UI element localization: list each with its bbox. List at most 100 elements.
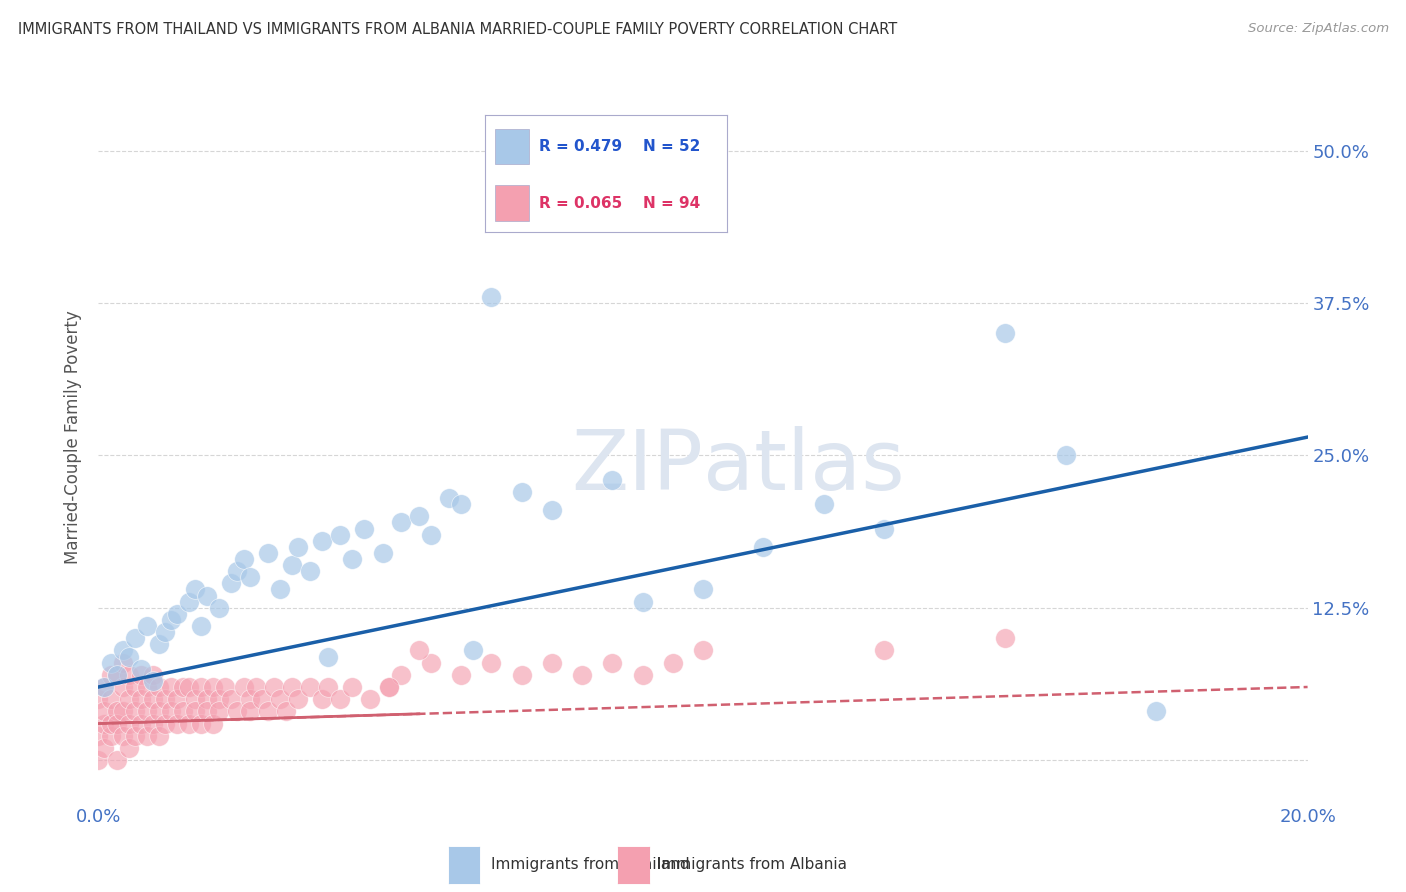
Point — [232, 552, 254, 566]
Point — [105, 753, 128, 767]
Point — [160, 705, 183, 719]
Point — [583, 192, 606, 206]
Point — [142, 673, 165, 688]
Point — [100, 729, 122, 743]
Point — [602, 473, 624, 487]
Point — [299, 680, 322, 694]
Point — [256, 546, 278, 560]
Point — [124, 680, 146, 694]
Point — [389, 667, 412, 681]
Point — [129, 692, 152, 706]
Point — [287, 692, 309, 706]
Point — [179, 680, 201, 694]
Point — [166, 607, 188, 621]
Point — [142, 716, 165, 731]
Point — [179, 594, 201, 608]
Point — [377, 680, 399, 694]
Point — [118, 667, 141, 681]
Point — [1054, 448, 1077, 462]
Text: Source: ZipAtlas.com: Source: ZipAtlas.com — [1249, 22, 1389, 36]
Point — [153, 716, 176, 731]
Point — [353, 521, 375, 535]
Point — [129, 662, 152, 676]
Point — [195, 692, 218, 706]
Point — [135, 680, 157, 694]
Point — [221, 692, 243, 706]
Point — [377, 680, 399, 694]
Point — [1144, 705, 1167, 719]
Point — [269, 692, 291, 706]
Point — [281, 680, 304, 694]
Text: Immigrants from Thailand: Immigrants from Thailand — [492, 857, 690, 872]
Point — [93, 680, 115, 694]
Point — [202, 680, 225, 694]
Point — [100, 692, 122, 706]
Point — [371, 546, 394, 560]
Point — [299, 564, 322, 578]
Point — [329, 692, 352, 706]
Point — [239, 570, 262, 584]
Point — [571, 667, 593, 681]
Point — [184, 692, 207, 706]
Point — [142, 692, 165, 706]
Point — [661, 656, 683, 670]
Point — [148, 705, 170, 719]
Point — [153, 692, 176, 706]
Point — [135, 729, 157, 743]
Point — [111, 656, 134, 670]
Point — [408, 509, 430, 524]
Point — [190, 619, 212, 633]
Point — [135, 705, 157, 719]
Point — [540, 656, 562, 670]
Point — [692, 582, 714, 597]
Point — [631, 594, 654, 608]
Point — [226, 564, 249, 578]
Point — [510, 667, 533, 681]
Point — [195, 589, 218, 603]
Point — [287, 540, 309, 554]
Point — [179, 716, 201, 731]
Point — [111, 643, 134, 657]
Text: IMMIGRANTS FROM THAILAND VS IMMIGRANTS FROM ALBANIA MARRIED-COUPLE FAMILY POVERT: IMMIGRANTS FROM THAILAND VS IMMIGRANTS F… — [18, 22, 897, 37]
Point — [135, 619, 157, 633]
Point — [274, 705, 297, 719]
Y-axis label: Married-Couple Family Poverty: Married-Couple Family Poverty — [65, 310, 83, 564]
Point — [124, 632, 146, 646]
Point — [208, 692, 231, 706]
Point — [87, 753, 110, 767]
Point — [250, 692, 273, 706]
Point — [166, 716, 188, 731]
Point — [221, 576, 243, 591]
Point — [105, 667, 128, 681]
Point — [692, 643, 714, 657]
Point — [118, 692, 141, 706]
Point — [87, 729, 110, 743]
Point — [184, 582, 207, 597]
Point — [202, 716, 225, 731]
Point — [100, 667, 122, 681]
Point — [124, 705, 146, 719]
Point — [420, 527, 443, 541]
Point — [360, 692, 382, 706]
Point — [87, 692, 110, 706]
Point — [256, 705, 278, 719]
Point — [540, 503, 562, 517]
Point — [184, 705, 207, 719]
Point — [142, 667, 165, 681]
Point — [153, 625, 176, 640]
Point — [190, 680, 212, 694]
Point — [316, 680, 339, 694]
Point — [118, 740, 141, 755]
Point — [994, 326, 1017, 341]
Point — [752, 540, 775, 554]
Point — [129, 667, 152, 681]
Point — [208, 600, 231, 615]
Point — [239, 692, 262, 706]
Point — [994, 632, 1017, 646]
Point — [245, 680, 267, 694]
Point — [329, 527, 352, 541]
Point — [195, 705, 218, 719]
Point — [463, 643, 485, 657]
Text: atlas: atlas — [703, 425, 904, 507]
Point — [450, 667, 472, 681]
